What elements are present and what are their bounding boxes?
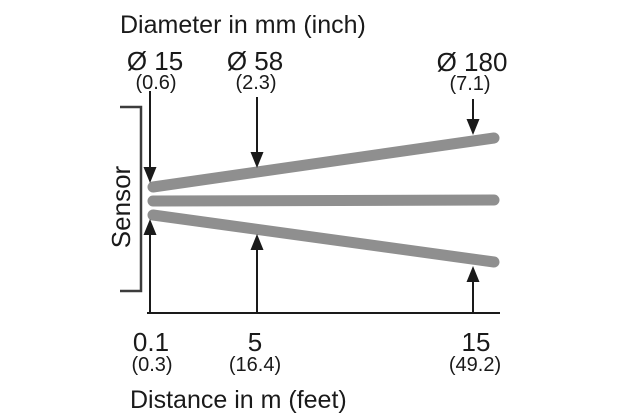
diameter-label-near: Ø 15 (0.6)	[127, 46, 183, 94]
diameter-value-inch: (0.6)	[135, 72, 176, 94]
diameter-arrow-near-bottom	[143, 219, 157, 313]
diameter-value-inch: (7.1)	[449, 73, 490, 95]
diameter-arrow-mid-top	[250, 97, 264, 168]
arrow-head-down-icon	[250, 152, 264, 168]
arrow-head-up-icon	[466, 266, 480, 282]
diameter-arrow-far-bottom	[466, 266, 480, 313]
diagram-title-distance: Distance in m (feet)	[130, 386, 347, 414]
diameter-value-inch: (2.3)	[235, 72, 276, 94]
distance-value-feet: (49.2)	[449, 354, 501, 376]
diagram-title-diameter: Diameter in mm (inch)	[120, 11, 366, 39]
diameter-label-far: Ø 180 (7.1)	[437, 47, 508, 95]
diameter-arrow-mid-bottom	[250, 234, 264, 313]
distance-value-m: 0.1	[133, 327, 169, 357]
beam-middle	[147, 194, 500, 207]
beam-group	[147, 132, 500, 268]
sensor-bracket	[120, 105, 143, 293]
diameter-value-mm: Ø 15	[127, 46, 183, 76]
sensor-label: Sensor	[106, 165, 136, 248]
arrow-head-down-icon	[466, 119, 480, 135]
distance-label-far: 15 (49.2)	[449, 327, 501, 376]
diameter-value-mm: Ø 180	[437, 47, 508, 77]
arrow-head-up-icon	[143, 219, 157, 235]
distance-value-feet: (16.4)	[229, 354, 281, 376]
distance-label-near: 0.1 (0.3)	[131, 327, 172, 376]
diameter-arrow-near-top	[143, 91, 157, 183]
diameter-label-mid: Ø 58 (2.3)	[227, 46, 283, 94]
diameter-value-mm: Ø 58	[227, 46, 283, 76]
distance-label-mid: 5 (16.4)	[229, 327, 281, 376]
distance-value-m: 5	[248, 327, 262, 357]
distance-value-m: 15	[462, 327, 491, 357]
arrow-head-down-icon	[143, 167, 157, 183]
beam-upper	[147, 132, 500, 193]
arrow-head-up-icon	[250, 234, 264, 250]
beam-lower	[147, 209, 500, 268]
diameter-arrow-far-top	[466, 99, 480, 135]
distance-value-feet: (0.3)	[131, 354, 172, 376]
